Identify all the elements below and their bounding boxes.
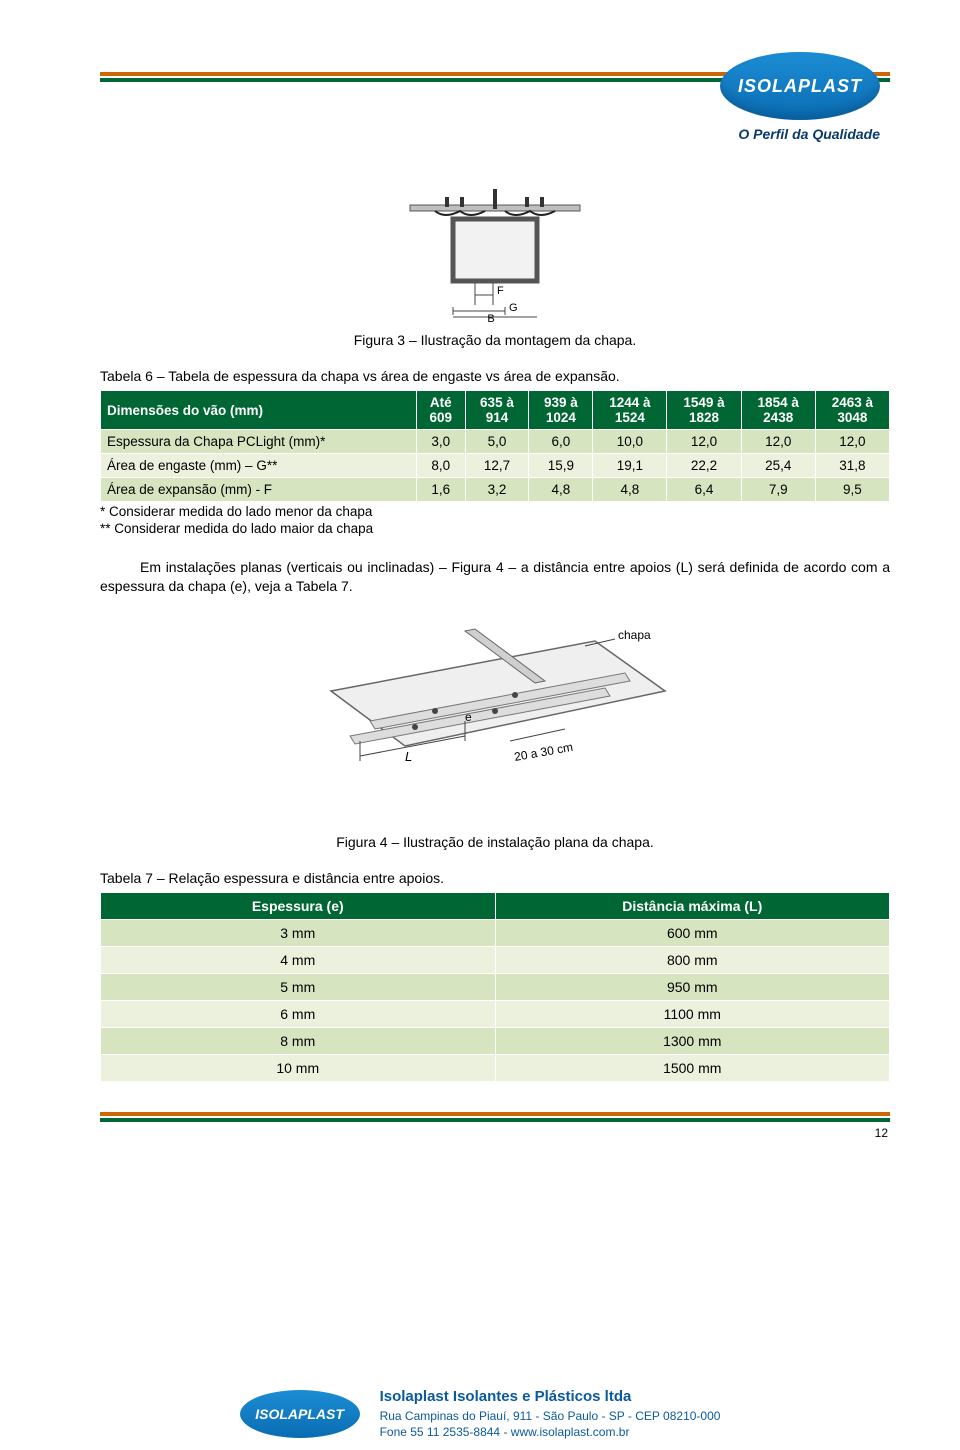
table-row: 4 mm800 mm [101,946,890,973]
table-6: Dimensões do vão (mm) Até609 635 à914 93… [100,390,890,502]
t6-cell: 7,9 [741,478,815,502]
t6c4l1: 1549 à [673,395,734,410]
footer-address: Rua Campinas do Piauí, 911 - São Paulo -… [380,1408,721,1424]
fig4-label-L: L [405,749,412,764]
page-number: 12 [100,1126,890,1140]
fig4-label-range: 20 a 30 cm [513,740,574,764]
t6c0l1: Até [423,395,459,410]
table-row: 3 mm600 mm [101,919,890,946]
t7-cell: 10 mm [101,1054,496,1081]
table-row: Espessura da Chapa PCLight (mm)*3,05,06,… [101,430,890,454]
t6-cell: 22,2 [667,454,741,478]
table-row: 6 mm1100 mm [101,1000,890,1027]
t6-cell: 12,0 [815,430,889,454]
table-6-notes: * Considerar medida do lado menor da cha… [100,504,890,536]
t6c2l2: 1024 [535,410,586,425]
footer-rules [100,1112,890,1122]
t6-cell: 1,6 [416,478,465,502]
figure-4-caption: Figura 4 – Ilustração de instalação plan… [100,834,890,850]
fig4-label-e: e [465,710,472,724]
table-7-title: Tabela 7 – Relação espessura e distância… [100,870,890,886]
t6c2l1: 939 à [535,395,586,410]
table-7: Espessura (e) Distância máxima (L) 3 mm6… [100,892,890,1082]
figure-4-diagram: chapa e L 20 a 30 cm [315,621,675,826]
t6c0l2: 609 [423,410,459,425]
body-paragraph-text: Em instalações planas (verticais ou incl… [100,559,890,594]
t6-note-1: ** Considerar medida do lado maior da ch… [100,521,890,536]
t6c5l2: 2438 [748,410,809,425]
t6-cell: 10,0 [593,430,667,454]
t6-cell: 3,2 [465,478,529,502]
brand-tagline: O Perfil da Qualidade [738,126,880,142]
t6-cell: 12,0 [741,430,815,454]
t6-note-0: * Considerar medida do lado menor da cha… [100,504,890,519]
footer-logo: ISOLAPLAST [240,1390,360,1438]
fig3-label-G: G [509,302,518,314]
t6c6l2: 3048 [822,410,883,425]
t7-head-1: Distância máxima (L) [495,892,890,919]
t6-cell: 9,5 [815,478,889,502]
figure-3-caption: Figura 3 – Ilustração da montagem da cha… [100,332,890,348]
footer-company: Isolaplast Isolantes e Plásticos ltda [380,1387,721,1407]
fig4-label-chapa: chapa [618,628,651,642]
t7-cell: 6 mm [101,1000,496,1027]
footer-contact: Fone 55 11 2535-8844 - www.isolaplast.co… [380,1424,721,1440]
t7-cell: 3 mm [101,919,496,946]
t7-cell: 4 mm [101,946,496,973]
page-footer: ISOLAPLAST Isolaplast Isolantes e Plásti… [0,1387,960,1440]
t6-cell: 5,0 [465,430,529,454]
table-row: Área de engaste (mm) – G**8,012,715,919,… [101,454,890,478]
t6-row-label: Área de engaste (mm) – G** [101,454,417,478]
t6-cell: 8,0 [416,454,465,478]
fig3-label-B: B [487,313,494,322]
table-6-head-label: Dimensões do vão (mm) [107,403,410,418]
t6-cell: 6,4 [667,478,741,502]
t7-cell: 8 mm [101,1027,496,1054]
t6-cell: 25,4 [741,454,815,478]
t6-row-label: Área de expansão (mm) - F [101,478,417,502]
table-row: 5 mm950 mm [101,973,890,1000]
table-6-title: Tabela 6 – Tabela de espessura da chapa … [100,368,890,384]
t7-cell: 5 mm [101,973,496,1000]
t6-cell: 6,0 [529,430,593,454]
t6c3l2: 1524 [599,410,660,425]
t6-cell: 19,1 [593,454,667,478]
t6-row-label: Espessura da Chapa PCLight (mm)* [101,430,417,454]
table-row: Área de expansão (mm) - F1,63,24,84,86,4… [101,478,890,502]
t7-cell: 950 mm [495,973,890,1000]
figure-3-diagram: F G B [405,187,585,322]
t6c4l2: 1828 [673,410,734,425]
t6-cell: 3,0 [416,430,465,454]
t7-cell: 1300 mm [495,1027,890,1054]
t6c3l1: 1244 à [599,395,660,410]
t6c1l1: 635 à [472,395,523,410]
t6c5l1: 1854 à [748,395,809,410]
t6c1l2: 914 [472,410,523,425]
table-row: 8 mm1300 mm [101,1027,890,1054]
t6-cell: 15,9 [529,454,593,478]
table-row: 10 mm1500 mm [101,1054,890,1081]
fig3-label-F: F [497,285,504,297]
t6-cell: 4,8 [529,478,593,502]
t6-cell: 12,0 [667,430,741,454]
t7-cell: 800 mm [495,946,890,973]
brand-logo: ISOLAPLAST [720,52,880,120]
t6-cell: 31,8 [815,454,889,478]
t7-cell: 1100 mm [495,1000,890,1027]
t6c6l1: 2463 à [822,395,883,410]
t7-cell: 600 mm [495,919,890,946]
t7-head-0: Espessura (e) [101,892,496,919]
t6-cell: 4,8 [593,478,667,502]
body-paragraph: Em instalações planas (verticais ou incl… [100,558,890,596]
t7-cell: 1500 mm [495,1054,890,1081]
t6-cell: 12,7 [465,454,529,478]
